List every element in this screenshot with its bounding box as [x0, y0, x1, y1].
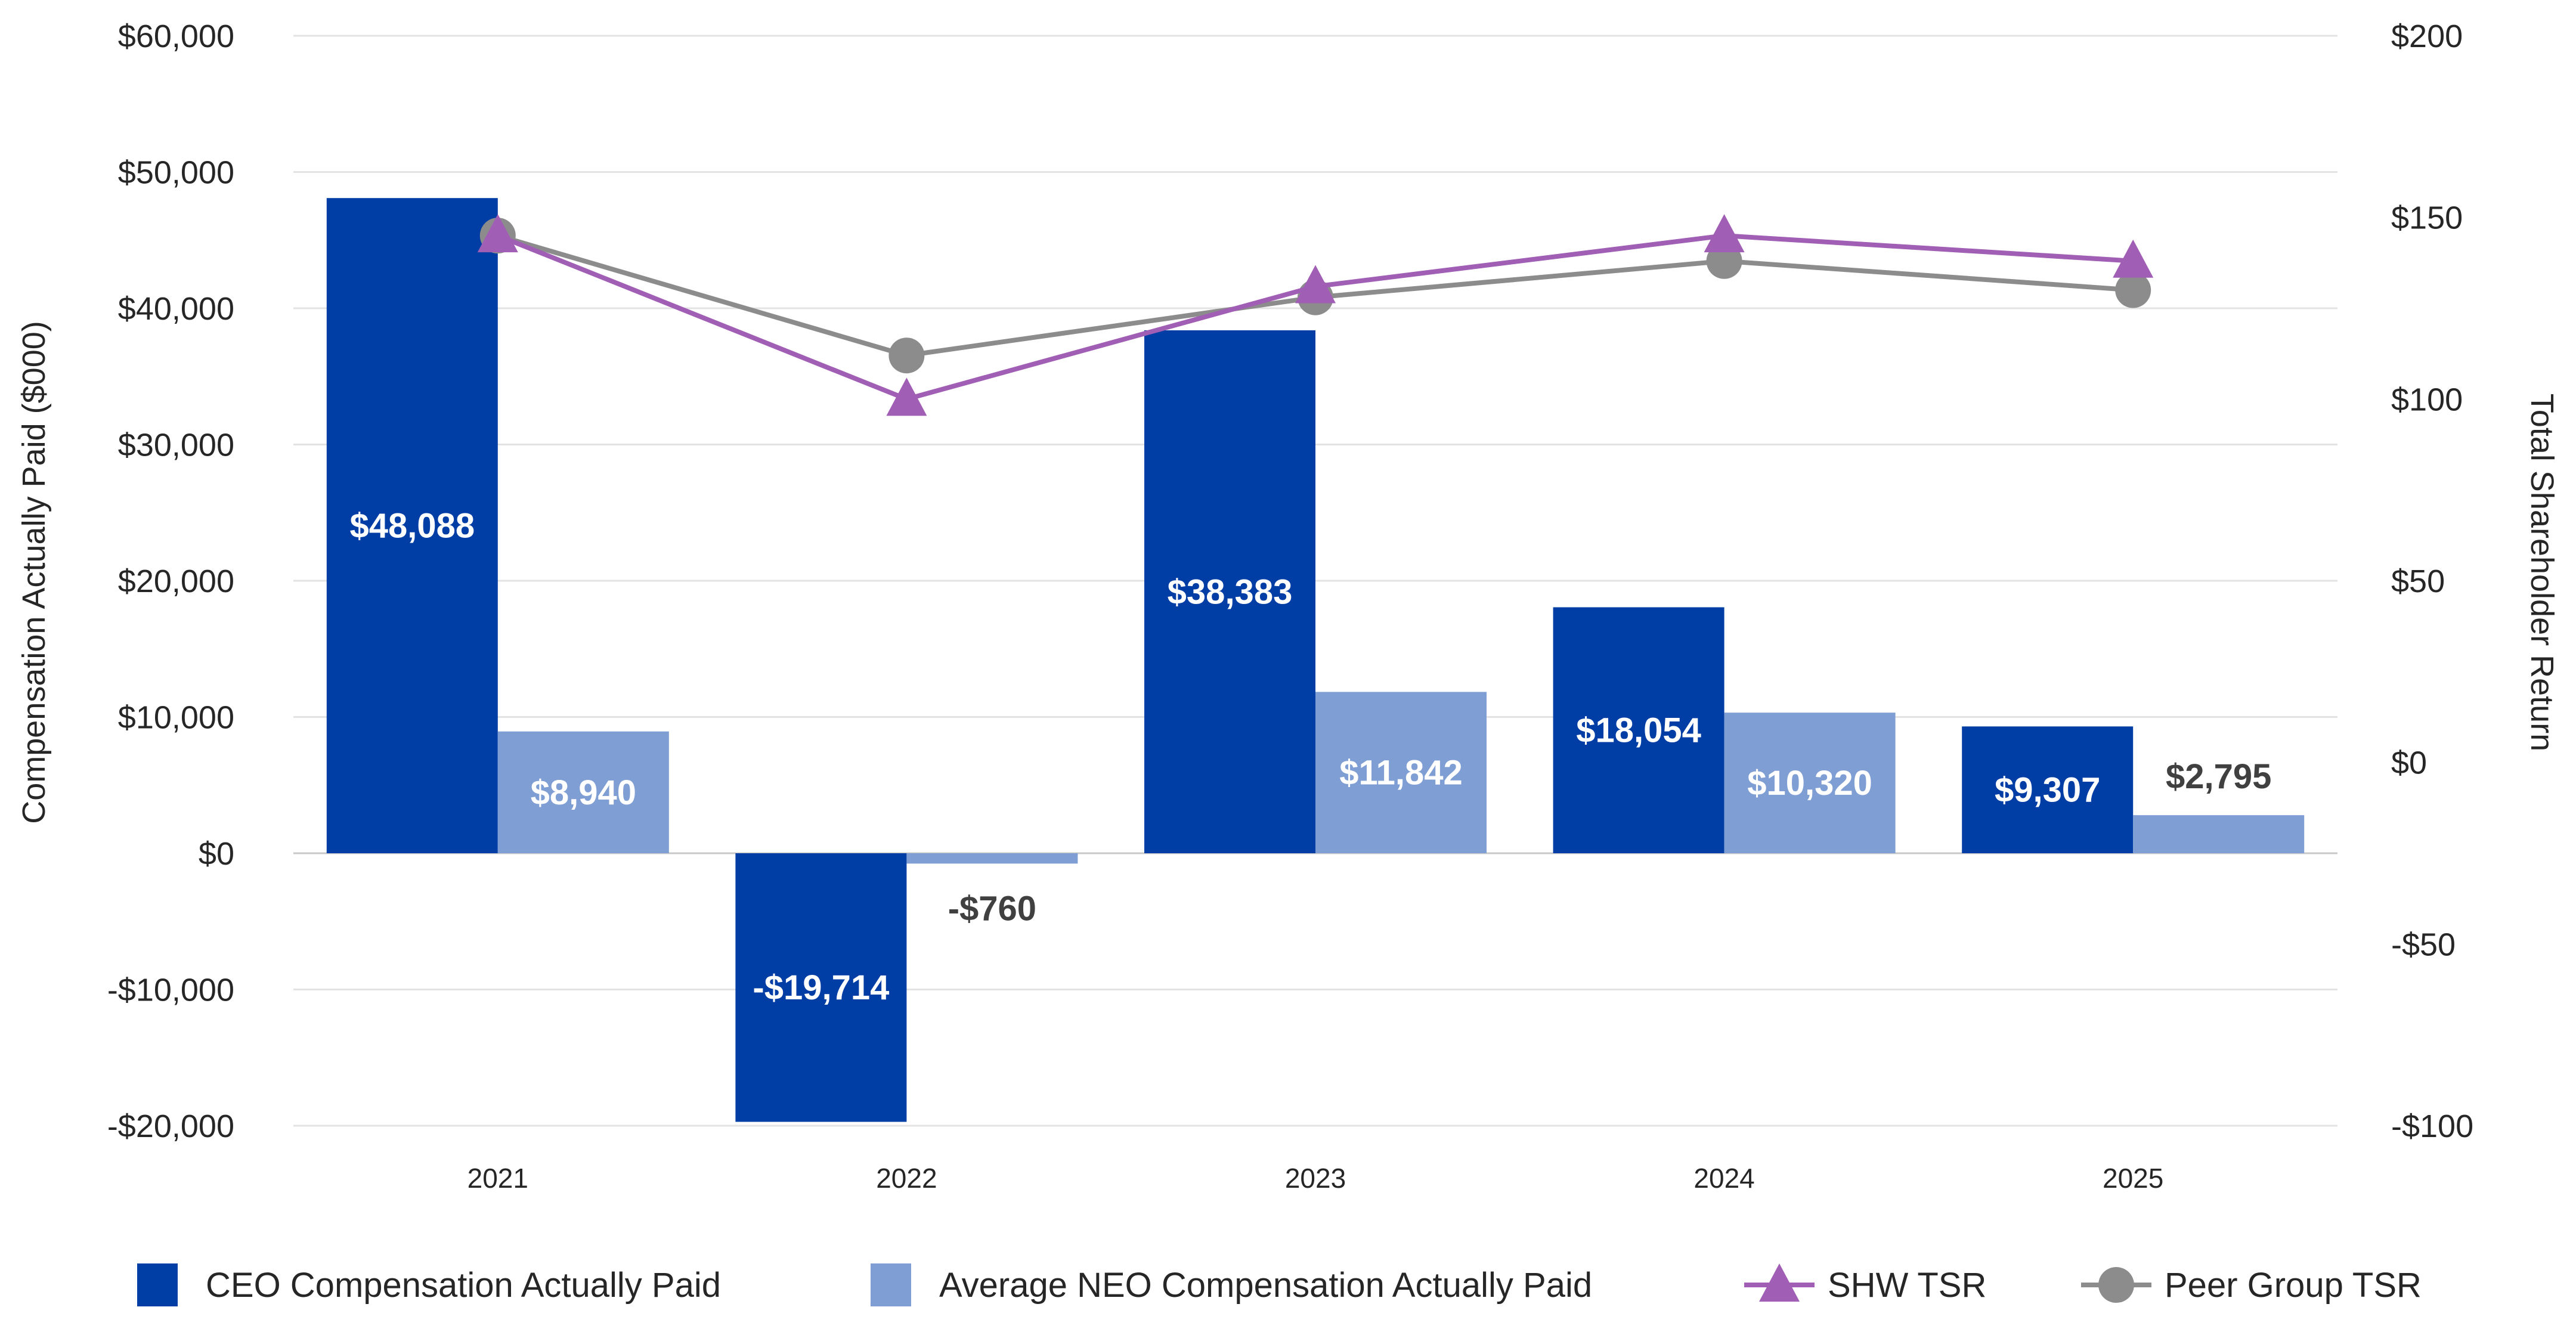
ceo-cap-bar: [1144, 330, 1315, 853]
y-tick-label: -$10,000: [107, 972, 234, 1008]
shw-tsr-point: [886, 377, 927, 416]
legend-marker: [1759, 1263, 1800, 1302]
ceo-cap-bar: [326, 198, 498, 853]
y-tick-label: $40,000: [118, 291, 234, 327]
legend-swatch: [137, 1263, 178, 1306]
x-tick-label: 2024: [1693, 1163, 1754, 1194]
x-tick-label: 2023: [1285, 1163, 1346, 1194]
x-tick-label: 2022: [876, 1163, 937, 1194]
ceo-cap-bar: [1962, 726, 2134, 853]
ceo-cap-bar: [1553, 607, 1724, 853]
legend-label: Peer Group TSR: [2165, 1266, 2422, 1305]
legend-marker: [2098, 1267, 2134, 1303]
x-tick-label: 2025: [2103, 1163, 2163, 1194]
y-tick-label: $60,000: [118, 18, 234, 54]
neo-cap-bar: [1315, 692, 1487, 853]
ceo-cap-label: -$19,714: [753, 968, 889, 1007]
x-tick-label: 2021: [467, 1163, 528, 1194]
shw-tsr-point: [1704, 214, 1745, 253]
neo-cap-label: $10,320: [1747, 764, 1872, 803]
neo-cap-label: -$760: [948, 889, 1036, 928]
legend-swatch: [871, 1263, 911, 1306]
y-tick-label: $50,000: [118, 155, 234, 191]
y2-tick-label: $100: [2391, 382, 2463, 417]
legend: CEO Compensation Actually Paid Average NE…: [137, 1263, 2422, 1306]
y2-tick-label: $50: [2391, 563, 2445, 599]
neo-cap-bar: [1724, 713, 1896, 853]
y-tick-label: $10,000: [118, 700, 234, 736]
peer-tsr-point: [2115, 272, 2151, 308]
ceo-cap-label: $9,307: [1995, 771, 2100, 810]
peer-tsr-point: [888, 337, 925, 374]
neo-cap-bar: [2133, 815, 2305, 853]
shw-tsr-point: [1295, 265, 1336, 303]
ceo-cap-label: $18,054: [1576, 711, 1701, 750]
y-tick-label: -$20,000: [107, 1108, 234, 1144]
bars: [326, 198, 2305, 1122]
right-axis-ticks: $200 $150 $100 $50 $0 -$50 -$100: [2391, 18, 2473, 1144]
y2-tick-label: $150: [2391, 200, 2463, 236]
ceo-cap-label: $38,383: [1168, 572, 1293, 611]
ceo-cap-bar: [735, 853, 907, 1122]
y2-tick-label: $0: [2391, 745, 2427, 781]
y2-axis-title: Total Shareholder Return: [2524, 394, 2560, 751]
bar-data-labels: $48,088 -$19,714 $38,383 $18,054 $9,307 $8,94…: [349, 507, 2271, 1008]
y-tick-label: $20,000: [118, 563, 234, 599]
shw-tsr-point: [477, 214, 518, 253]
ceo-cap-label: $48,088: [349, 507, 475, 546]
y-tick-label: $0: [199, 836, 234, 872]
x-axis-ticks: 2021 2022 2023 2024 2025: [467, 1163, 2164, 1194]
tsr-lines: [477, 214, 2154, 416]
neo-cap-label: $8,940: [531, 773, 636, 812]
shw-tsr-point: [2113, 239, 2154, 278]
legend-label: Average NEO Compensation Actually Paid: [939, 1266, 1592, 1305]
neo-cap-bar: [497, 731, 669, 853]
y2-tick-label: $200: [2391, 18, 2463, 54]
neo-cap-label: $11,842: [1339, 754, 1462, 792]
legend-label: CEO Compensation Actually Paid: [206, 1266, 721, 1305]
y-tick-label: $30,000: [118, 428, 234, 463]
neo-cap-bar: [906, 853, 1078, 864]
y2-tick-label: -$50: [2391, 927, 2456, 962]
y2-tick-label: -$100: [2391, 1108, 2473, 1144]
neo-cap-label: $2,795: [2166, 757, 2271, 796]
y-axis-title: Compensation Actually Paid ($000): [16, 321, 52, 824]
legend-label: SHW TSR: [1828, 1266, 1986, 1305]
left-axis-ticks: $60,000 $50,000 $40,000 $30,000 $20,000 $10,0…: [107, 18, 234, 1144]
